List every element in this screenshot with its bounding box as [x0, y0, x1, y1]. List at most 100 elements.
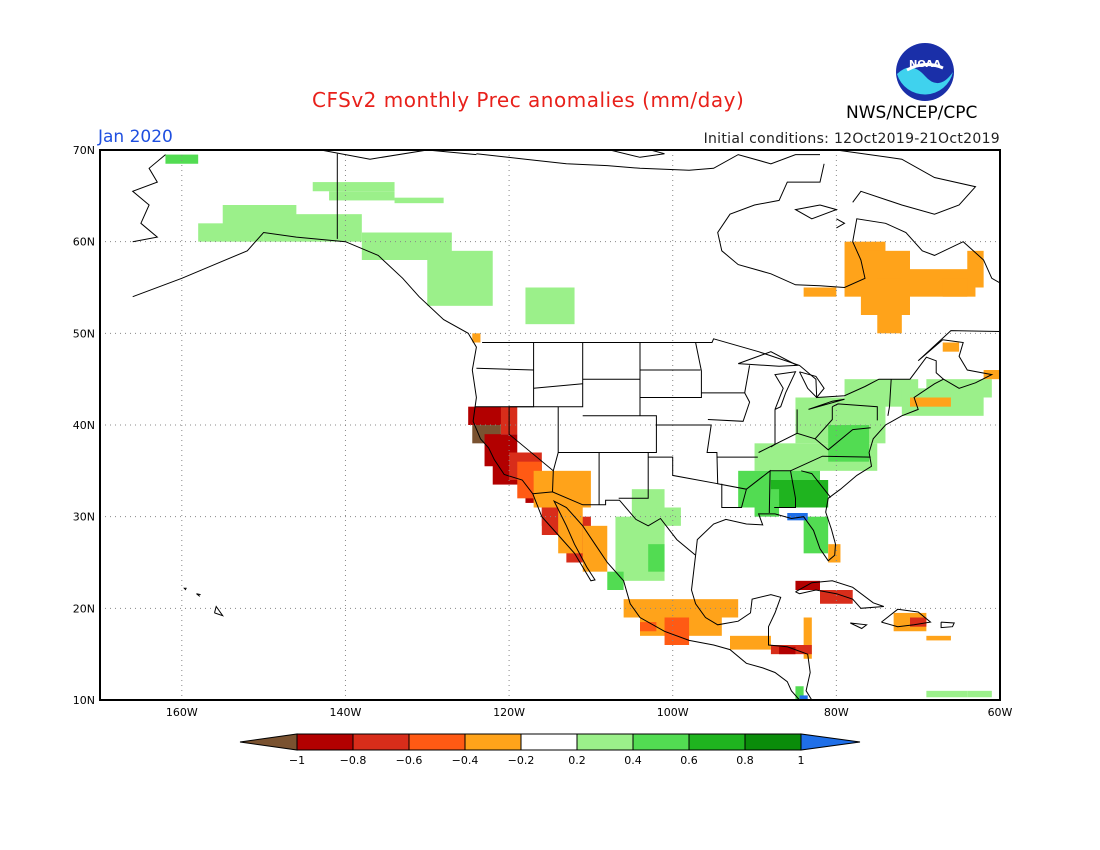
lon-label: 80W: [824, 706, 849, 719]
coastline-segment: [132, 231, 534, 495]
anomaly-cell: [582, 525, 608, 572]
colorbar-segment: [744, 733, 802, 751]
coastline-segment: [801, 470, 831, 498]
coastline-segment: [795, 580, 884, 609]
coastline-segment: [770, 470, 796, 508]
lat-label: 20N: [73, 602, 95, 615]
coastline-segment: [648, 424, 719, 485]
colorbar-label: −0.4: [452, 754, 479, 767]
anomaly-cell: [910, 617, 927, 627]
anomaly-cell: [525, 287, 575, 325]
chart-title: CFSv2 monthly Prec anomalies (mm/day): [312, 88, 745, 112]
coastline-segment: [482, 338, 944, 399]
coastline-segment: [774, 371, 797, 410]
colorbar-segment: [239, 733, 298, 751]
colorbar-label: −0.2: [508, 754, 535, 767]
latitude-labels: 70N 60N 50N 40N 30N 20N 10N: [73, 144, 95, 707]
anomaly-cell: [877, 278, 902, 334]
lon-label: 100W: [657, 706, 689, 719]
anomaly-cell: [1000, 333, 1016, 342]
colorbar-segment: [352, 733, 410, 751]
anomaly-cell: [263, 214, 362, 242]
anomaly-cell: [165, 154, 199, 164]
coastline-segment: [314, 150, 477, 160]
anomaly-cell: [472, 333, 481, 343]
coastline-segment: [607, 150, 665, 158]
coastline-segment: [799, 371, 825, 399]
lat-label: 70N: [73, 144, 95, 157]
colorbar: −1 −0.8 −0.6 −0.4 −0.2 0.2 0.4 0.6 0.8 1: [239, 733, 861, 767]
agency-label: NWS/NCEP/CPC: [846, 103, 978, 123]
coastline-segment: [832, 403, 878, 421]
coastline-segment: [468, 123, 574, 140]
coastline-segment: [508, 342, 554, 492]
colorbar-segment: [464, 733, 522, 751]
anomaly-cell: [468, 406, 510, 425]
anomaly-cell: [828, 425, 870, 462]
coastline-segment: [738, 351, 799, 367]
colorbar-label: 0.4: [624, 754, 642, 767]
coastline-segment: [999, 150, 1000, 151]
anomaly-cell: [926, 690, 968, 698]
coastline-segment: [770, 409, 776, 448]
coastline-segment: [717, 483, 748, 508]
logo-text: NOAA: [909, 59, 941, 70]
anomaly-cell: [664, 617, 690, 645]
colorbar-label: 0.2: [568, 754, 586, 767]
coastlines: [131, 123, 1000, 700]
anomaly-cell: [640, 622, 657, 632]
colorbar-segment: [408, 733, 466, 751]
coastline-segment: [701, 392, 751, 422]
anomaly-cell: [779, 646, 796, 655]
coastline-segment: [582, 415, 657, 505]
lat-label: 30N: [73, 511, 95, 524]
anomaly-cell: [770, 480, 829, 508]
coastline-segment: [196, 593, 201, 597]
anomaly-cell: [394, 197, 444, 204]
coastline-segment: [814, 427, 871, 451]
anomaly-cell: [730, 635, 771, 650]
coastline-segment: [558, 452, 649, 499]
coastline-segment: [640, 342, 702, 398]
anomaly-cell: [329, 191, 395, 201]
anomaly-cell: [803, 617, 812, 659]
colorbar-segment: [576, 733, 634, 751]
coastline-segment: [714, 136, 755, 142]
lon-label: 140W: [330, 706, 362, 719]
coastline-segment: [532, 491, 696, 556]
lat-label: 50N: [73, 327, 95, 340]
coastline-segment: [940, 621, 955, 629]
coastline-segment: [532, 493, 800, 700]
anomaly-cell: [926, 635, 951, 641]
coastline-segment: [476, 153, 820, 171]
anomaly-cell: [787, 513, 808, 521]
anomaly-cell: [427, 250, 493, 306]
anomaly-cell: [558, 493, 583, 554]
noaa-logo-icon: NOAA: [896, 43, 954, 101]
coastline-segment: [744, 365, 751, 393]
anomaly-cell: [648, 544, 665, 572]
coastline-segment: [808, 398, 845, 410]
longitude-labels: 160W 140W 120W 100W 80W 60W: [166, 706, 1013, 719]
coastline-segment: [833, 150, 977, 215]
anomaly-cell: [967, 690, 992, 698]
colorbar-label: −1: [289, 754, 305, 767]
coastline-segment: [690, 555, 813, 700]
anomaly-cell: [910, 397, 951, 407]
colorbar-label: 0.8: [736, 754, 754, 767]
coastline-segment: [836, 218, 846, 229]
lon-label: 120W: [493, 706, 525, 719]
anomaly-cell: [967, 250, 984, 288]
coastline-segment: [790, 455, 871, 472]
colorbar-segment: [632, 733, 690, 751]
anomaly-cell: [942, 342, 960, 352]
anomaly-cell: [795, 686, 804, 700]
map-frame: [99, 149, 1001, 701]
anomaly-cell: [607, 571, 624, 590]
anomaly-cell: [754, 489, 780, 517]
lat-label: 10N: [73, 694, 95, 707]
coastline-segment: [850, 622, 868, 630]
colorbar-segment: [800, 733, 861, 751]
coastline-segment: [887, 379, 892, 416]
